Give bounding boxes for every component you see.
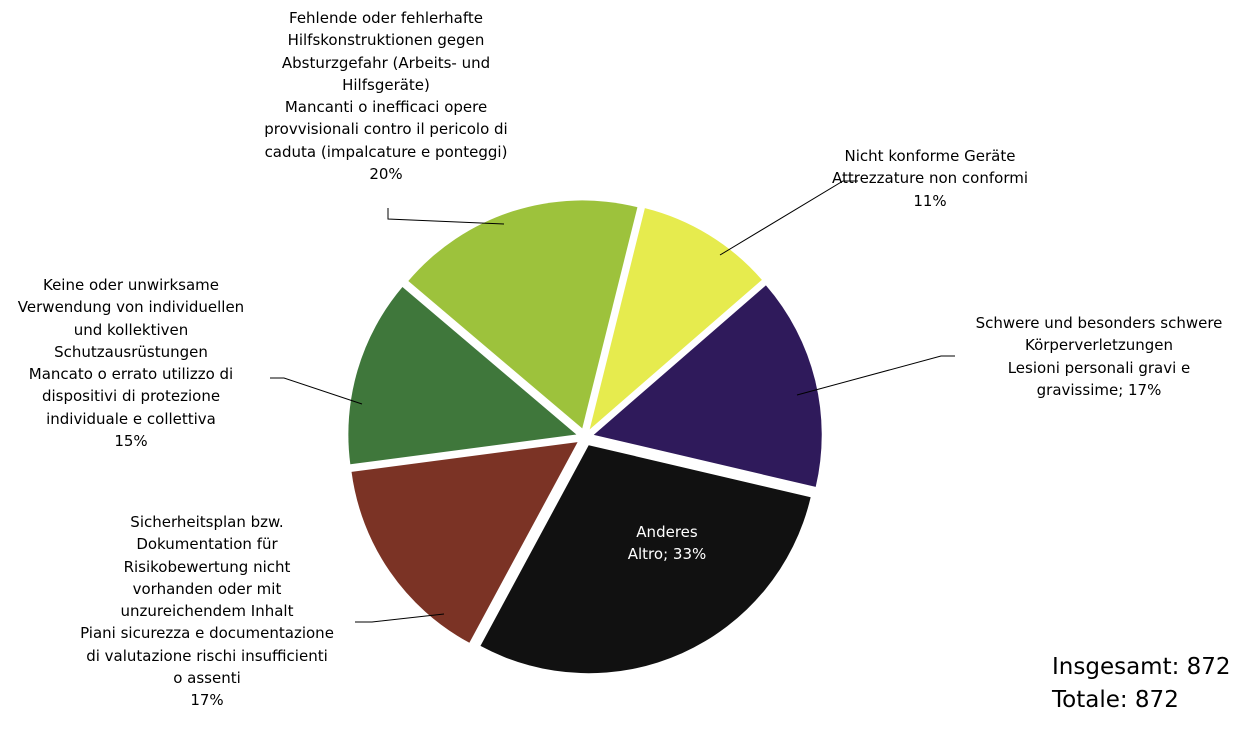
pie-slice-schwere-koerperverletzungen [593,285,822,487]
pie-slice-sicherheitsplan [351,442,578,643]
slice-label-line: Piani sicurezza e documentazione [80,624,334,643]
slice-label-line: di valutazione rischi insufficienti [86,646,328,665]
leader-line-schwere-koerperverletzungen [796,355,955,396]
leader-line-schutzausruestungen [270,377,363,405]
slice-label-line: Hilfsgeräte) [342,75,430,94]
pie-slice-nicht-konforme-geraete [589,208,762,430]
total-box: Insgesamt: 872 Totale: 872 [1052,651,1231,717]
slice-label-line: Körperverletzungen [1024,336,1174,355]
slice-label-line: Sicherheitsplan bzw. [130,513,284,531]
slice-label-line: Anderes [636,523,698,541]
slice-label-line: Mancanti o inefficaci opere [284,98,488,117]
slice-label-hilfskonstruktionen: Fehlende oder fehlerhafte Hilfskonstrukti… [264,7,507,185]
slice-label-line: Altro; 33% [627,545,707,564]
leader-line-nicht-konforme-geraete [719,180,858,256]
slice-label-line: Keine oder unwirksame [42,276,220,294]
total-it: Totale: 872 [1052,687,1179,713]
slice-label-line: gravissime; 17% [1036,380,1162,399]
slice-label-line: Fehlende oder fehlerhafte [289,9,483,27]
slice-label-nicht-konforme-geraete: Nicht konforme Geräte Attrezzature non co… [832,145,1028,212]
leader-line-hilfskonstruktionen [387,208,505,225]
slice-label-line: Mancato o errato utilizzo di [28,365,234,384]
slice-label-line: Absturzgefahr (Arbeits- und [281,53,491,72]
slice-label-anderes: Anderes Altro; 33% [628,521,707,566]
slice-label-line: Schutzausrüstungen [54,342,208,361]
slice-label-sicherheitsplan: Sicherheitsplan bzw. Dokumentation für Ris… [80,511,334,712]
slice-label-line: Lesioni personali gravi e [1007,358,1191,377]
pie-slice-anderes [480,445,811,674]
slice-label-line: caduta (impalcature e ponteggi) [264,142,508,161]
slice-label-line: Attrezzature non conformi [831,169,1029,188]
slice-label-line: 15% [114,432,148,451]
slice-label-line: und kollektiven [73,320,189,339]
slice-label-line: Verwendung von individuellen [17,298,245,317]
slice-label-line: Dokumentation für [136,535,278,554]
slice-label-line: unzureichendem Inhalt [120,602,294,621]
total-de: Insgesamt: 872 [1052,654,1231,680]
leader-line-sicherheitsplan [355,613,445,623]
slice-label-line: provvisionali contro il pericolo di [264,120,508,139]
slice-label-line: 20% [369,165,403,184]
slice-label-line: 11% [913,191,947,210]
slice-label-line: 17% [190,691,224,710]
slice-label-line: Hilfskonstruktionen gegen [287,31,485,50]
slice-label-line: vorhanden oder mit [132,579,282,598]
pie-slice-schutzausruestungen [348,287,577,465]
slice-label-line: o assenti [173,669,241,688]
slice-label-schutzausruestungen: Keine oder unwirksame Verwendung von indi… [18,274,244,452]
slice-label-line: dispositivi di protezione [41,387,221,406]
slice-label-line: Schwere und besonders schwere [975,314,1223,332]
slice-label-line: Risikobewertung nicht [123,557,291,576]
slice-label-line: individuale e collettiva [46,409,216,428]
pie-slice-hilfskonstruktionen [408,200,638,429]
slice-label-line: Nicht konforme Geräte [844,147,1016,165]
slice-label-schwere-koerperverletzungen: Schwere und besonders schwere Körperverle… [976,312,1223,401]
